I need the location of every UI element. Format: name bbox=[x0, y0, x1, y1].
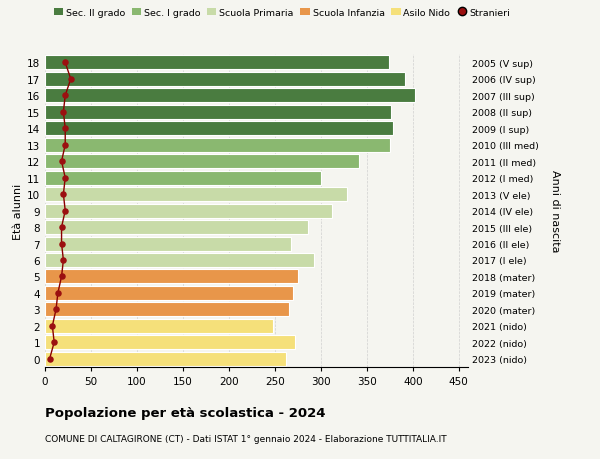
Bar bbox=[45, 253, 314, 268]
Bar bbox=[45, 352, 286, 366]
Point bbox=[61, 60, 70, 67]
Bar bbox=[45, 336, 295, 350]
Point bbox=[61, 92, 70, 100]
Point bbox=[49, 339, 59, 346]
Bar bbox=[45, 221, 308, 235]
Point bbox=[57, 241, 67, 248]
Point bbox=[51, 306, 61, 313]
Bar bbox=[45, 122, 392, 136]
Bar bbox=[45, 204, 332, 218]
Point bbox=[57, 158, 67, 166]
Bar bbox=[45, 73, 406, 87]
Point bbox=[59, 109, 68, 116]
Bar bbox=[45, 286, 293, 300]
Bar bbox=[45, 171, 321, 185]
Y-axis label: Età alunni: Età alunni bbox=[13, 183, 23, 239]
Point bbox=[57, 273, 67, 280]
Point bbox=[53, 290, 62, 297]
Bar bbox=[45, 139, 390, 152]
Point bbox=[59, 257, 68, 264]
Point bbox=[61, 142, 70, 149]
Point bbox=[66, 76, 76, 84]
Bar bbox=[45, 56, 389, 70]
Bar bbox=[45, 270, 298, 284]
Bar bbox=[45, 106, 391, 119]
Text: Popolazione per età scolastica - 2024: Popolazione per età scolastica - 2024 bbox=[45, 406, 325, 419]
Point bbox=[45, 355, 55, 363]
Point bbox=[57, 224, 67, 231]
Bar bbox=[45, 303, 289, 317]
Point bbox=[61, 174, 70, 182]
Text: COMUNE DI CALTAGIRONE (CT) - Dati ISTAT 1° gennaio 2024 - Elaborazione TUTTITALI: COMUNE DI CALTAGIRONE (CT) - Dati ISTAT … bbox=[45, 434, 446, 443]
Y-axis label: Anni di nascita: Anni di nascita bbox=[550, 170, 560, 252]
Bar bbox=[45, 188, 347, 202]
Point bbox=[61, 207, 70, 215]
Bar bbox=[45, 89, 415, 103]
Point bbox=[61, 125, 70, 133]
Bar bbox=[45, 319, 273, 333]
Bar bbox=[45, 155, 359, 169]
Point bbox=[59, 191, 68, 198]
Bar bbox=[45, 237, 292, 251]
Point bbox=[47, 323, 57, 330]
Legend: Sec. II grado, Sec. I grado, Scuola Primaria, Scuola Infanzia, Asilo Nido, Stran: Sec. II grado, Sec. I grado, Scuola Prim… bbox=[50, 5, 514, 21]
